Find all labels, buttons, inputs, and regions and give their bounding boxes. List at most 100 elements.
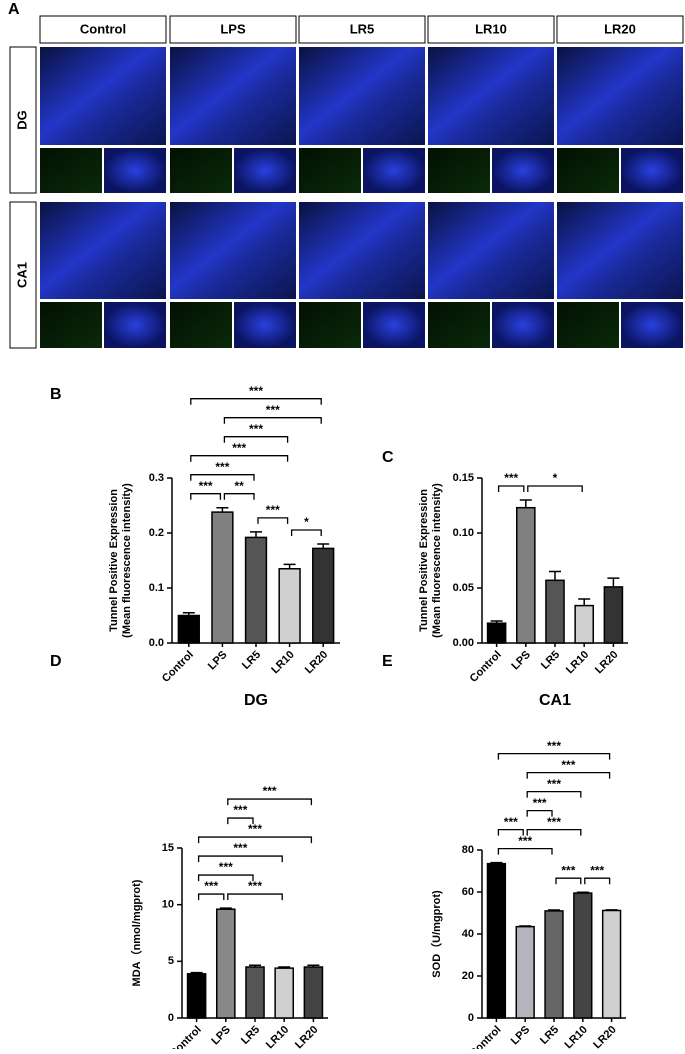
bar xyxy=(573,892,593,1019)
micrograph-tunel xyxy=(40,302,102,348)
significance-bracket xyxy=(197,874,254,882)
y-tick-label: 0.00 xyxy=(453,637,474,649)
significance-bracket xyxy=(526,790,582,798)
significance-label: *** xyxy=(249,384,263,398)
x-tick-label: Control xyxy=(168,1024,204,1049)
row-header-box xyxy=(9,201,37,349)
error-bar xyxy=(278,966,291,969)
x-tick-label: LPS xyxy=(209,1024,233,1048)
bar xyxy=(312,547,335,644)
micrograph-dapi xyxy=(363,148,425,193)
significance-bracket xyxy=(197,893,225,901)
micrograph-dapi xyxy=(104,302,166,348)
error-bar xyxy=(283,563,296,569)
error-bar xyxy=(519,925,532,927)
panel-label: D xyxy=(50,653,62,670)
micrograph-dapi xyxy=(621,302,683,348)
significance-bracket xyxy=(197,836,313,844)
x-tick-label: LR20 xyxy=(293,1024,321,1049)
micrograph xyxy=(40,47,166,145)
significance-label: *** xyxy=(204,879,218,893)
bar xyxy=(244,536,268,644)
significance-label: *** xyxy=(547,815,561,829)
micrograph-tunel xyxy=(557,302,619,348)
significance-bracket xyxy=(497,847,553,855)
significance-label: *** xyxy=(233,841,247,855)
significance-bracket xyxy=(190,398,322,405)
micrograph-tunel xyxy=(557,148,619,193)
significance-bracket xyxy=(497,485,525,492)
y-tick-label: 80 xyxy=(462,844,474,856)
x-tick-label: LR5 xyxy=(538,1024,561,1047)
y-axis-label: MDA（nmol/mgprot) xyxy=(130,879,143,986)
significance-label: *** xyxy=(199,479,213,493)
panel-label: C xyxy=(382,449,394,466)
error-bar xyxy=(548,909,560,911)
significance-bracket xyxy=(584,877,611,885)
significance-label: *** xyxy=(263,784,277,798)
significance-bracket xyxy=(227,893,283,901)
bar xyxy=(601,909,622,1019)
significance-bracket xyxy=(526,828,582,836)
significance-label: *** xyxy=(249,422,263,436)
micrograph xyxy=(557,202,683,299)
significance-bracket xyxy=(497,752,611,760)
y-tick-label: 15 xyxy=(162,842,174,854)
y-axis-label: Tunnel Positive Expression xyxy=(108,489,120,632)
micrograph-tunel xyxy=(299,302,361,348)
panel-label: E xyxy=(382,653,393,670)
micrograph-dapi xyxy=(492,302,554,348)
significance-bracket xyxy=(526,809,553,817)
significance-label: *** xyxy=(233,803,247,817)
x-tick-label: LR10 xyxy=(564,649,592,677)
x-tick-label: LR5 xyxy=(239,1024,262,1047)
error-bar xyxy=(190,971,203,974)
row-header: DG xyxy=(14,110,29,130)
significance-label: *** xyxy=(518,834,532,848)
micrograph-dapi xyxy=(621,148,683,193)
y-tick-label: 0.1 xyxy=(149,582,164,594)
y-tick-label: 0.2 xyxy=(149,527,164,539)
y-tick-label: 0.3 xyxy=(149,472,164,484)
significance-bracket xyxy=(190,493,222,500)
micrograph xyxy=(170,47,296,145)
bar xyxy=(574,604,595,644)
error-bar xyxy=(576,891,589,894)
y-tick-label: 0.0 xyxy=(149,637,164,649)
significance-bracket xyxy=(223,417,322,424)
bar xyxy=(486,622,507,644)
significance-bracket xyxy=(290,529,322,536)
y-axis-label: Tunnel Positive Expression xyxy=(418,489,430,632)
x-tick-label: LR10 xyxy=(269,649,297,677)
column-header-box xyxy=(39,15,167,44)
significance-bracket xyxy=(190,474,255,481)
significance-label: *** xyxy=(561,758,575,772)
significance-label: *** xyxy=(248,879,262,893)
error-bar xyxy=(549,570,561,581)
bar xyxy=(245,966,265,1019)
bar xyxy=(177,614,200,644)
bar xyxy=(515,506,536,644)
significance-bracket xyxy=(497,828,524,836)
column-header-box xyxy=(556,15,684,44)
error-bar xyxy=(249,964,261,967)
y-tick-label: 0 xyxy=(468,1012,474,1024)
significance-bracket xyxy=(227,817,254,825)
error-bar xyxy=(317,543,330,549)
x-tick-label: LPS xyxy=(509,649,533,673)
row-header: CA1 xyxy=(14,262,29,288)
micrograph-tunel xyxy=(428,302,490,348)
significance-bracket xyxy=(527,485,583,492)
significance-label: * xyxy=(553,471,558,485)
column-header: LPS xyxy=(220,21,246,36)
error-bar xyxy=(219,907,232,910)
significance-label: * xyxy=(304,515,309,529)
significance-bracket xyxy=(555,877,582,885)
micrograph xyxy=(170,202,296,299)
error-bar xyxy=(250,531,262,538)
x-tick-label: LR10 xyxy=(264,1024,292,1049)
y-axis-label: SOD（U/mgprot) xyxy=(430,890,443,978)
bar xyxy=(186,973,207,1019)
column-header: Control xyxy=(80,21,126,36)
